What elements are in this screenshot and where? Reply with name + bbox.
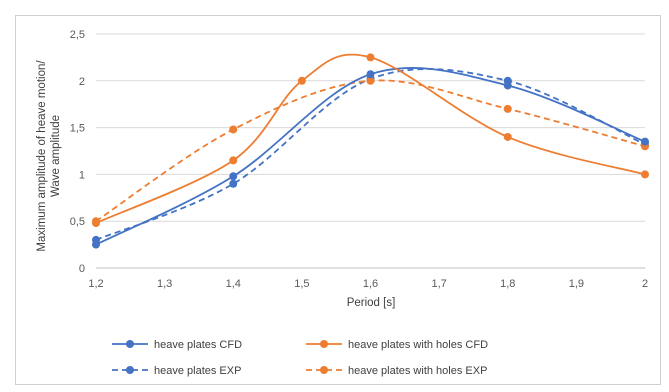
data-point	[641, 137, 649, 146]
y-axis-title-line-2: Wave amplitude	[50, 115, 62, 197]
y-tick-label: 2	[79, 76, 85, 88]
legend-item: heave plates CFD	[112, 339, 242, 351]
data-point	[503, 104, 512, 113]
x-tick-label: 2	[642, 278, 648, 290]
data-point	[366, 70, 375, 79]
data-point	[297, 76, 306, 85]
series-line	[95, 67, 646, 246]
x-tick-label: 1,8	[500, 278, 515, 290]
x-axis-title: Period [s]	[347, 297, 396, 309]
x-tick-label: 1,6	[363, 278, 378, 290]
axis-titles: Period [s] Maximum amplitude of heave mo…	[36, 60, 395, 309]
x-tick-label: 1,2	[88, 278, 103, 290]
series-0	[92, 67, 649, 249]
legend-item: heave plates with holes EXP	[306, 365, 487, 377]
x-tick-label: 1,7	[431, 278, 446, 290]
y-tick-label: 0	[79, 263, 85, 275]
y-tick-labels: 0 0,5 1 1,5 2 2,5	[70, 29, 85, 275]
y-tick-label: 0,5	[70, 216, 85, 228]
series-3	[92, 76, 649, 226]
x-tick-label: 1,4	[226, 278, 241, 290]
x-tick-label: 1,3	[157, 278, 172, 290]
data-point	[229, 179, 238, 188]
data-point	[366, 53, 375, 62]
chart-frame	[15, 15, 661, 385]
series-group	[92, 53, 649, 249]
data-point	[229, 172, 238, 181]
x-tick-label: 1,9	[569, 278, 584, 290]
legend-label: heave plates CFD	[154, 339, 242, 351]
data-point	[229, 156, 238, 165]
gridlines	[96, 33, 645, 269]
y-axis-title-line-1: Maximum amplitude of heave motion/	[36, 60, 48, 252]
legend: heave plates CFD heave plates with holes …	[112, 339, 488, 377]
x-tick-label: 1,5	[294, 278, 309, 290]
data-point	[366, 76, 375, 85]
data-point	[503, 81, 512, 90]
y-tick-label: 1	[79, 169, 85, 181]
legend-label: heave plates with holes CFD	[348, 339, 488, 351]
series-1	[92, 53, 649, 228]
legend-item: heave plates EXP	[112, 365, 241, 377]
series-line	[95, 53, 646, 224]
legend-label: heave plates EXP	[154, 365, 241, 377]
legend-item: heave plates with holes CFD	[306, 339, 488, 351]
data-point	[92, 219, 100, 228]
data-point	[92, 240, 100, 249]
legend-marker	[126, 340, 134, 348]
x-tick-labels: 1,2 1,3 1,4 1,5 1,6 1,7 1,8 1,9 2	[88, 278, 648, 290]
y-tick-label: 1,5	[70, 123, 85, 135]
data-point	[641, 170, 649, 179]
legend-marker	[320, 340, 328, 348]
legend-label: heave plates with holes EXP	[348, 365, 487, 377]
legend-marker	[320, 366, 328, 374]
data-point	[503, 132, 512, 141]
y-tick-label: 2,5	[70, 29, 85, 41]
legend-marker	[126, 366, 134, 374]
data-point	[229, 125, 238, 134]
